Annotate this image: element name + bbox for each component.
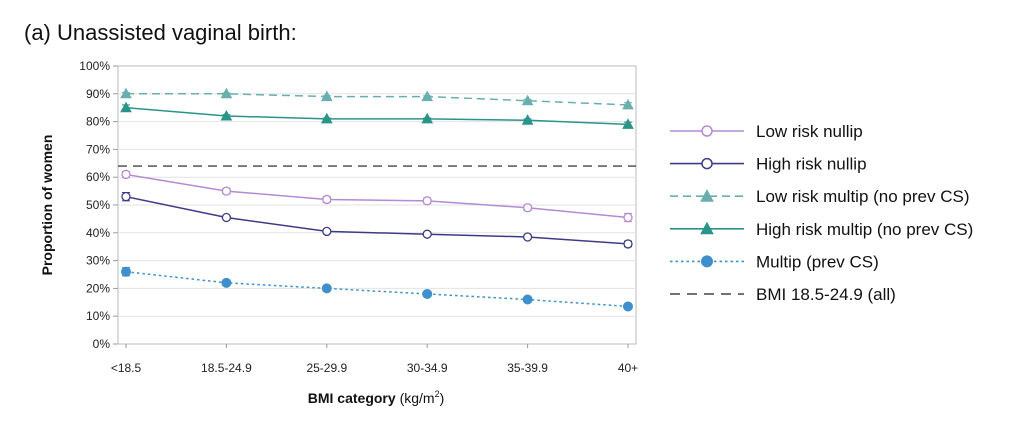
x-tick-label: 35-39.9 <box>507 361 548 375</box>
data-point <box>622 118 634 129</box>
legend-marker <box>701 255 713 268</box>
y-tick-label: 100% <box>79 59 110 73</box>
legend-label: Low risk multip (no prev CS) <box>756 187 970 206</box>
y-tick-label: 20% <box>86 281 110 295</box>
data-point <box>121 266 131 277</box>
x-tick-label: 25-29.9 <box>306 361 347 375</box>
series-line-1 <box>125 195 629 245</box>
x-axis-label-sup: 2 <box>435 389 440 399</box>
x-axis-label-close: ) <box>440 390 445 406</box>
legend-label: BMI 18.5-24.9 (all) <box>756 285 896 304</box>
legend-label: Multip (prev CS) <box>756 252 879 271</box>
data-point <box>522 232 533 242</box>
data-point <box>320 90 333 102</box>
y-tick-label: 30% <box>86 254 110 268</box>
data-point <box>121 169 131 180</box>
data-point <box>422 196 432 206</box>
y-tick-label: 60% <box>86 170 110 184</box>
x-tick-label: 30-34.9 <box>407 361 448 375</box>
data-point <box>522 203 533 213</box>
x-tick-label: 18.5-24.9 <box>201 361 252 375</box>
x-axis-label-main: BMI category <box>308 390 400 406</box>
series-line-0 <box>125 173 629 219</box>
legend-marker <box>700 221 714 235</box>
y-tick-label: 0% <box>93 337 111 351</box>
y-tick-label: 50% <box>86 198 110 212</box>
legend-label: High risk multip (no prev CS) <box>756 220 973 239</box>
data-point <box>221 212 232 223</box>
legend-marker <box>701 125 713 137</box>
x-tick-label: <18.5 <box>111 361 142 375</box>
data-point <box>623 301 633 312</box>
data-point <box>120 87 132 99</box>
data-point <box>422 229 432 239</box>
data-point <box>121 192 131 202</box>
series-line-4 <box>125 270 629 308</box>
data-point <box>321 283 332 294</box>
y-tick-label: 90% <box>86 87 110 101</box>
y-tick-label: 70% <box>86 142 110 156</box>
x-tick-label: 40+ <box>618 361 638 375</box>
data-point <box>422 288 433 299</box>
y-tick-label: 80% <box>86 115 110 129</box>
data-point <box>521 114 534 125</box>
data-point <box>220 87 233 99</box>
y-tick-label: 40% <box>86 226 110 240</box>
legend-marker <box>701 157 713 170</box>
data-point <box>120 101 132 113</box>
data-point <box>221 186 232 196</box>
data-point <box>623 239 633 249</box>
data-point <box>322 226 332 237</box>
data-point <box>320 112 333 124</box>
legend-marker <box>700 189 714 202</box>
x-axis-label-unit: (kg/m <box>400 390 435 406</box>
data-point <box>622 98 634 110</box>
data-point <box>421 112 434 124</box>
data-point <box>221 277 232 288</box>
x-axis-label: BMI category (kg/m2) <box>308 389 445 406</box>
legend-label: High risk nullip <box>756 155 867 174</box>
y-axis-label: Proportion of women <box>39 135 55 276</box>
data-point <box>623 212 633 223</box>
data-point <box>322 194 332 205</box>
data-point <box>421 90 434 102</box>
data-point <box>220 110 233 121</box>
y-tick-label: 10% <box>86 309 110 323</box>
series-line-3 <box>125 106 629 126</box>
series-line-2 <box>126 93 629 106</box>
data-point <box>521 94 534 106</box>
data-point <box>522 294 533 305</box>
legend-label: Low risk nullip <box>756 122 863 141</box>
chart-title: (a) Unassisted vaginal birth: <box>24 20 297 45</box>
